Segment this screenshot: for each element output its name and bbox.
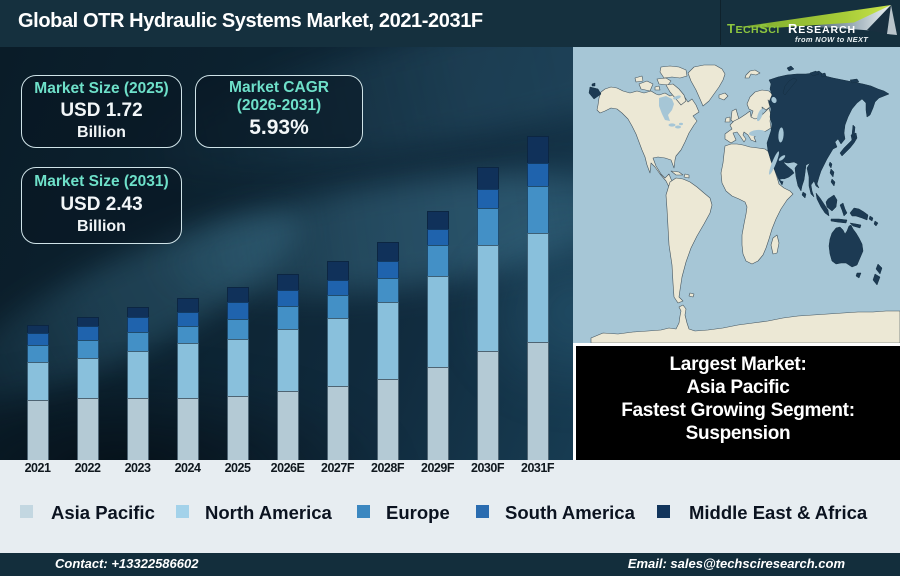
svg-text:from NOW to NEXT: from NOW to NEXT <box>795 35 869 44</box>
svg-text:TECHSCI: TECHSCI <box>727 21 780 36</box>
svg-text:RESEARCH: RESEARCH <box>788 21 856 36</box>
